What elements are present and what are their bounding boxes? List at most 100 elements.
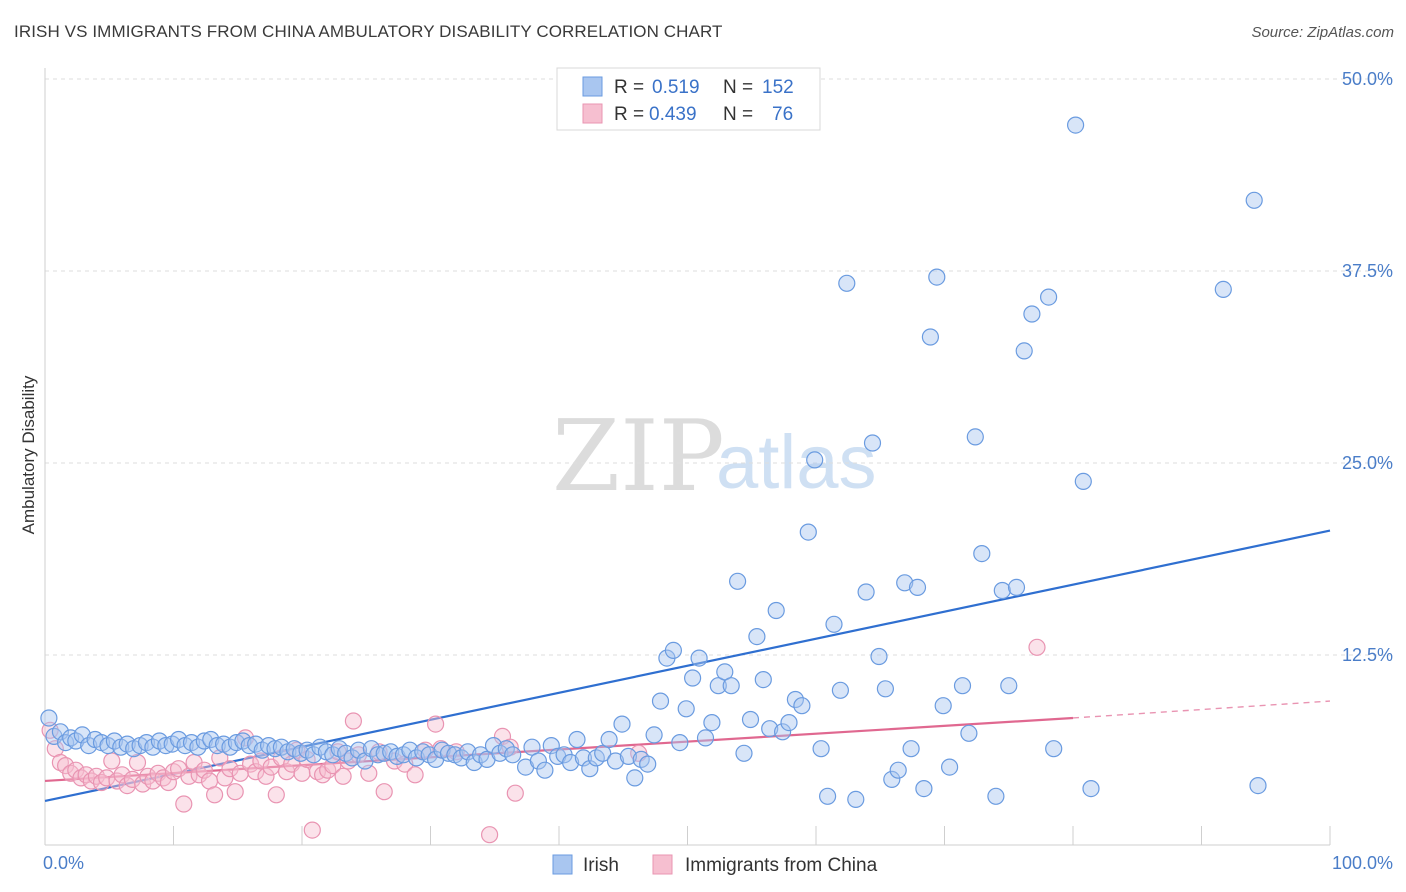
point-irish-21: [170, 730, 188, 749]
point-irish-126: [857, 583, 875, 601]
scatter-points: [40, 116, 1267, 844]
axes: [44, 68, 1331, 846]
point-china-26: [175, 795, 193, 813]
point-irish-145: [993, 581, 1011, 600]
legend-label-irish[interactable]: Irish: [583, 855, 619, 876]
stats-box: R = 0.519 N = 152 R = 0.439 N = 76: [556, 67, 821, 131]
point-irish-111: [754, 670, 772, 689]
point-irish-121: [818, 787, 837, 805]
point-irish-88: [606, 752, 625, 770]
point-irish-53: [375, 744, 393, 762]
trend-line-china-extension: [1072, 700, 1331, 719]
point-irish-149: [1023, 305, 1041, 323]
tick-labels: 12.5% 25.0% 37.5% 50.0% 0.0% 100.0%: [43, 69, 1393, 873]
point-irish-150: [1039, 288, 1058, 306]
stats-irish-r-value: 0.519: [652, 77, 700, 98]
point-irish-63: [439, 744, 458, 762]
stats-irish-n-value: 152: [762, 77, 794, 98]
point-irish-0: [40, 709, 58, 727]
legend-swatch-china[interactable]: [652, 854, 673, 875]
point-irish-25: [195, 732, 213, 750]
y-tick-label-1: 25.0%: [1342, 453, 1393, 473]
point-irish-106: [722, 677, 740, 695]
point-china-51: [303, 821, 321, 839]
point-irish-26: [202, 730, 220, 749]
point-china-68: [427, 715, 445, 733]
point-irish-136: [921, 328, 940, 346]
x-tick-label-0: 0.0%: [43, 853, 84, 873]
stats-irish-n-label: N =: [723, 77, 753, 98]
point-irish-127: [863, 434, 882, 452]
point-irish-148: [1015, 342, 1033, 360]
stats-china-n-label: N =: [723, 104, 753, 125]
point-irish-5: [67, 732, 85, 750]
point-irish-73: [504, 746, 522, 764]
point-irish-139: [940, 758, 959, 776]
point-irish-146: [1000, 677, 1018, 695]
point-irish-82: [568, 730, 586, 749]
legend-label-china[interactable]: Immigrants from China: [685, 855, 878, 876]
point-irish-77: [536, 761, 554, 779]
point-china-30: [195, 761, 213, 779]
point-china-59: [344, 712, 362, 730]
point-irish-112: [761, 720, 779, 738]
point-china-57: [334, 767, 352, 785]
point-irish-141: [960, 724, 978, 742]
point-irish-84: [581, 760, 599, 778]
point-irish-147: [1007, 578, 1026, 597]
point-china-66: [406, 766, 424, 784]
y-tick-label-0: 12.5%: [1342, 645, 1393, 665]
point-china-22: [154, 769, 172, 787]
point-irish-65: [452, 749, 470, 767]
watermark-atlas: atlas: [716, 420, 877, 505]
stats-swatch-china: [582, 103, 603, 124]
grid: [45, 78, 1392, 656]
point-irish-157: [1249, 776, 1267, 795]
point-irish-156: [1245, 191, 1263, 209]
point-irish-78: [542, 736, 560, 755]
point-irish-155: [1214, 280, 1232, 298]
point-china-44: [267, 786, 285, 804]
watermark: ZIP atlas: [552, 400, 877, 514]
point-china-36: [226, 783, 244, 801]
point-irish-119: [806, 451, 824, 469]
legend-swatch-irish[interactable]: [552, 854, 573, 875]
legend: Irish Immigrants from China: [552, 854, 878, 876]
point-china-29: [190, 766, 208, 784]
point-china-23: [159, 773, 177, 792]
y-tick-label-3: 50.0%: [1342, 69, 1393, 89]
point-china-41: [252, 752, 270, 770]
point-china-14: [113, 766, 131, 784]
point-china-32: [206, 786, 224, 804]
point-china-76: [1028, 638, 1046, 656]
point-irish-93: [639, 755, 657, 773]
point-irish-90: [619, 747, 638, 766]
point-irish-36: [266, 740, 284, 758]
point-irish-125: [847, 790, 865, 809]
point-irish-138: [934, 697, 952, 715]
point-irish-117: [793, 697, 811, 715]
point-china-12: [103, 752, 121, 770]
watermark-zip: ZIP: [552, 400, 725, 514]
point-irish-104: [709, 677, 727, 695]
point-irish-49: [349, 741, 368, 759]
point-china-74: [506, 784, 524, 802]
y-axis-label: Ambulatory Disability: [19, 375, 38, 534]
point-irish-76: [529, 752, 548, 770]
point-irish-151: [1045, 740, 1063, 758]
point-china-40: [247, 763, 265, 781]
y-tick-label-2: 37.5%: [1342, 261, 1393, 281]
point-china-34: [216, 769, 234, 787]
point-irish-110: [748, 627, 766, 646]
point-irish-128: [870, 647, 888, 666]
point-irish-143: [973, 544, 991, 563]
point-irish-45: [324, 746, 342, 764]
point-china-35: [221, 760, 239, 778]
point-irish-140: [953, 677, 972, 695]
x-tick-label-1: 100.0%: [1332, 853, 1393, 873]
point-irish-107: [728, 572, 747, 590]
point-china-42: [257, 767, 275, 785]
stats-china-r-label: R =: [614, 104, 644, 125]
point-irish-108: [735, 744, 753, 762]
